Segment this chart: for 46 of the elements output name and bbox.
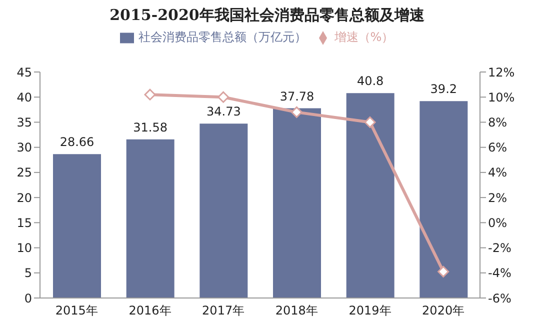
x-tick-label: 2016年 xyxy=(128,304,172,318)
bar xyxy=(126,139,174,298)
data-label: 39.2 xyxy=(430,82,458,96)
chart-title: 2015-2020年我国社会消费品零售总额及增速 xyxy=(108,5,426,25)
y-tick-label: 20 xyxy=(16,190,32,205)
x-tick-label: 2018年 xyxy=(275,304,318,318)
y-tick-label: 0 xyxy=(24,291,32,306)
data-label: 31.58 xyxy=(133,120,168,134)
y-tick-label: 10 xyxy=(16,241,32,256)
y2-tick-label: 12% xyxy=(488,65,515,80)
y-tick-label: 15 xyxy=(16,216,32,230)
bar xyxy=(420,101,468,298)
y-tick-label: 45 xyxy=(16,65,32,80)
y-tick-label: 35 xyxy=(16,115,32,130)
legend-label: 增速（%） xyxy=(334,30,394,44)
x-tick-label: 2017年 xyxy=(202,304,245,318)
y2-tick-label: -6% xyxy=(488,291,512,306)
y2-tick-label: 10% xyxy=(488,90,515,104)
x-tick-label: 2015年 xyxy=(55,304,98,318)
bar xyxy=(53,154,101,298)
y-tick-label: 40 xyxy=(16,90,32,104)
x-tick-label: 2020年 xyxy=(422,304,465,318)
point xyxy=(218,91,230,103)
y-tick-label: 30 xyxy=(16,140,32,155)
bar xyxy=(200,124,248,298)
data-label: 40.8 xyxy=(356,74,384,88)
data-label: 37.78 xyxy=(280,89,314,104)
point xyxy=(290,106,302,118)
legend-label: 社会消费品零售总额（万亿元） xyxy=(138,30,306,44)
data-label: 28.66 xyxy=(60,135,94,150)
y2-tick-label: 2% xyxy=(488,190,508,205)
data-label: 34.73 xyxy=(206,104,241,119)
y2-tick-label: 8% xyxy=(488,115,508,130)
x-tick-label: 2019年 xyxy=(348,304,392,318)
y2-tick-label: -4% xyxy=(488,266,512,280)
bar xyxy=(346,93,394,298)
point xyxy=(438,266,450,278)
y2-tick-label: 6% xyxy=(488,140,508,155)
y-tick-label: 25 xyxy=(16,166,32,180)
y2-tick-label: -2% xyxy=(488,241,512,256)
bar xyxy=(273,108,321,298)
y2-tick-label: 4% xyxy=(488,166,508,180)
y2-tick-label: 0% xyxy=(488,216,508,230)
point xyxy=(364,116,376,128)
y-tick-label: 5 xyxy=(24,266,32,280)
point xyxy=(144,88,156,100)
